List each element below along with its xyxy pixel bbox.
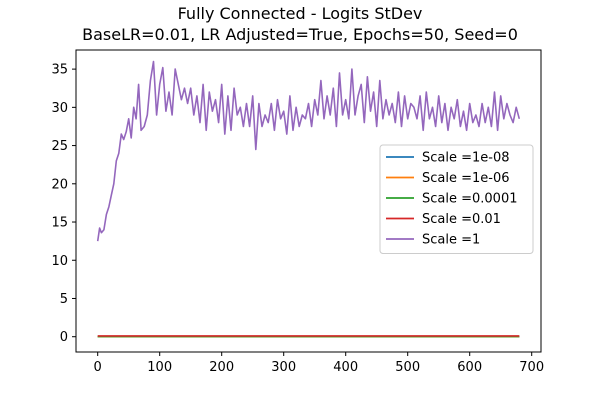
- x-tick-label: 700: [519, 360, 544, 375]
- legend-label-3: Scale =0.01: [422, 212, 501, 227]
- y-tick-label: 25: [51, 139, 68, 154]
- x-tick-label: 0: [94, 360, 102, 375]
- x-tick-label: 400: [333, 360, 358, 375]
- legend-box: [379, 144, 534, 254]
- y-tick-label: 35: [51, 63, 68, 78]
- legend-label-0: Scale =1e-08: [422, 151, 510, 166]
- y-axis: 0 5 10 15 20 25 30 35: [51, 63, 76, 345]
- x-tick-label: 600: [457, 360, 482, 375]
- x-tick-label: 500: [395, 360, 420, 375]
- legend-label-4: Scale =1: [422, 233, 480, 248]
- y-tick-label: 20: [51, 177, 68, 192]
- legend-label-2: Scale =0.0001: [422, 192, 518, 207]
- chart-subtitle: BaseLR=0.01, LR Adjusted=True, Epochs=50…: [82, 25, 518, 44]
- legend-label-1: Scale =1e-06: [422, 171, 510, 186]
- chart-title: Fully Connected - Logits StDev: [178, 4, 423, 23]
- x-tick-label: 100: [147, 360, 172, 375]
- y-tick-label: 30: [51, 101, 68, 116]
- x-axis: 0 100 200 300 400 500 600 700: [94, 352, 544, 375]
- plot-lines: [96, 60, 521, 338]
- y-tick-label: 0: [60, 330, 68, 345]
- legend: Scale =1e-08 Scale =1e-06 Scale =0.0001 Sca…: [379, 144, 534, 254]
- y-tick-label: 10: [51, 254, 68, 269]
- x-tick-label: 300: [271, 360, 296, 375]
- series-line-4: [96, 60, 521, 242]
- plot-area-frame: [75, 49, 542, 353]
- y-tick-label: 15: [51, 216, 68, 231]
- x-tick-label: 200: [209, 360, 234, 375]
- y-tick-label: 5: [60, 292, 68, 307]
